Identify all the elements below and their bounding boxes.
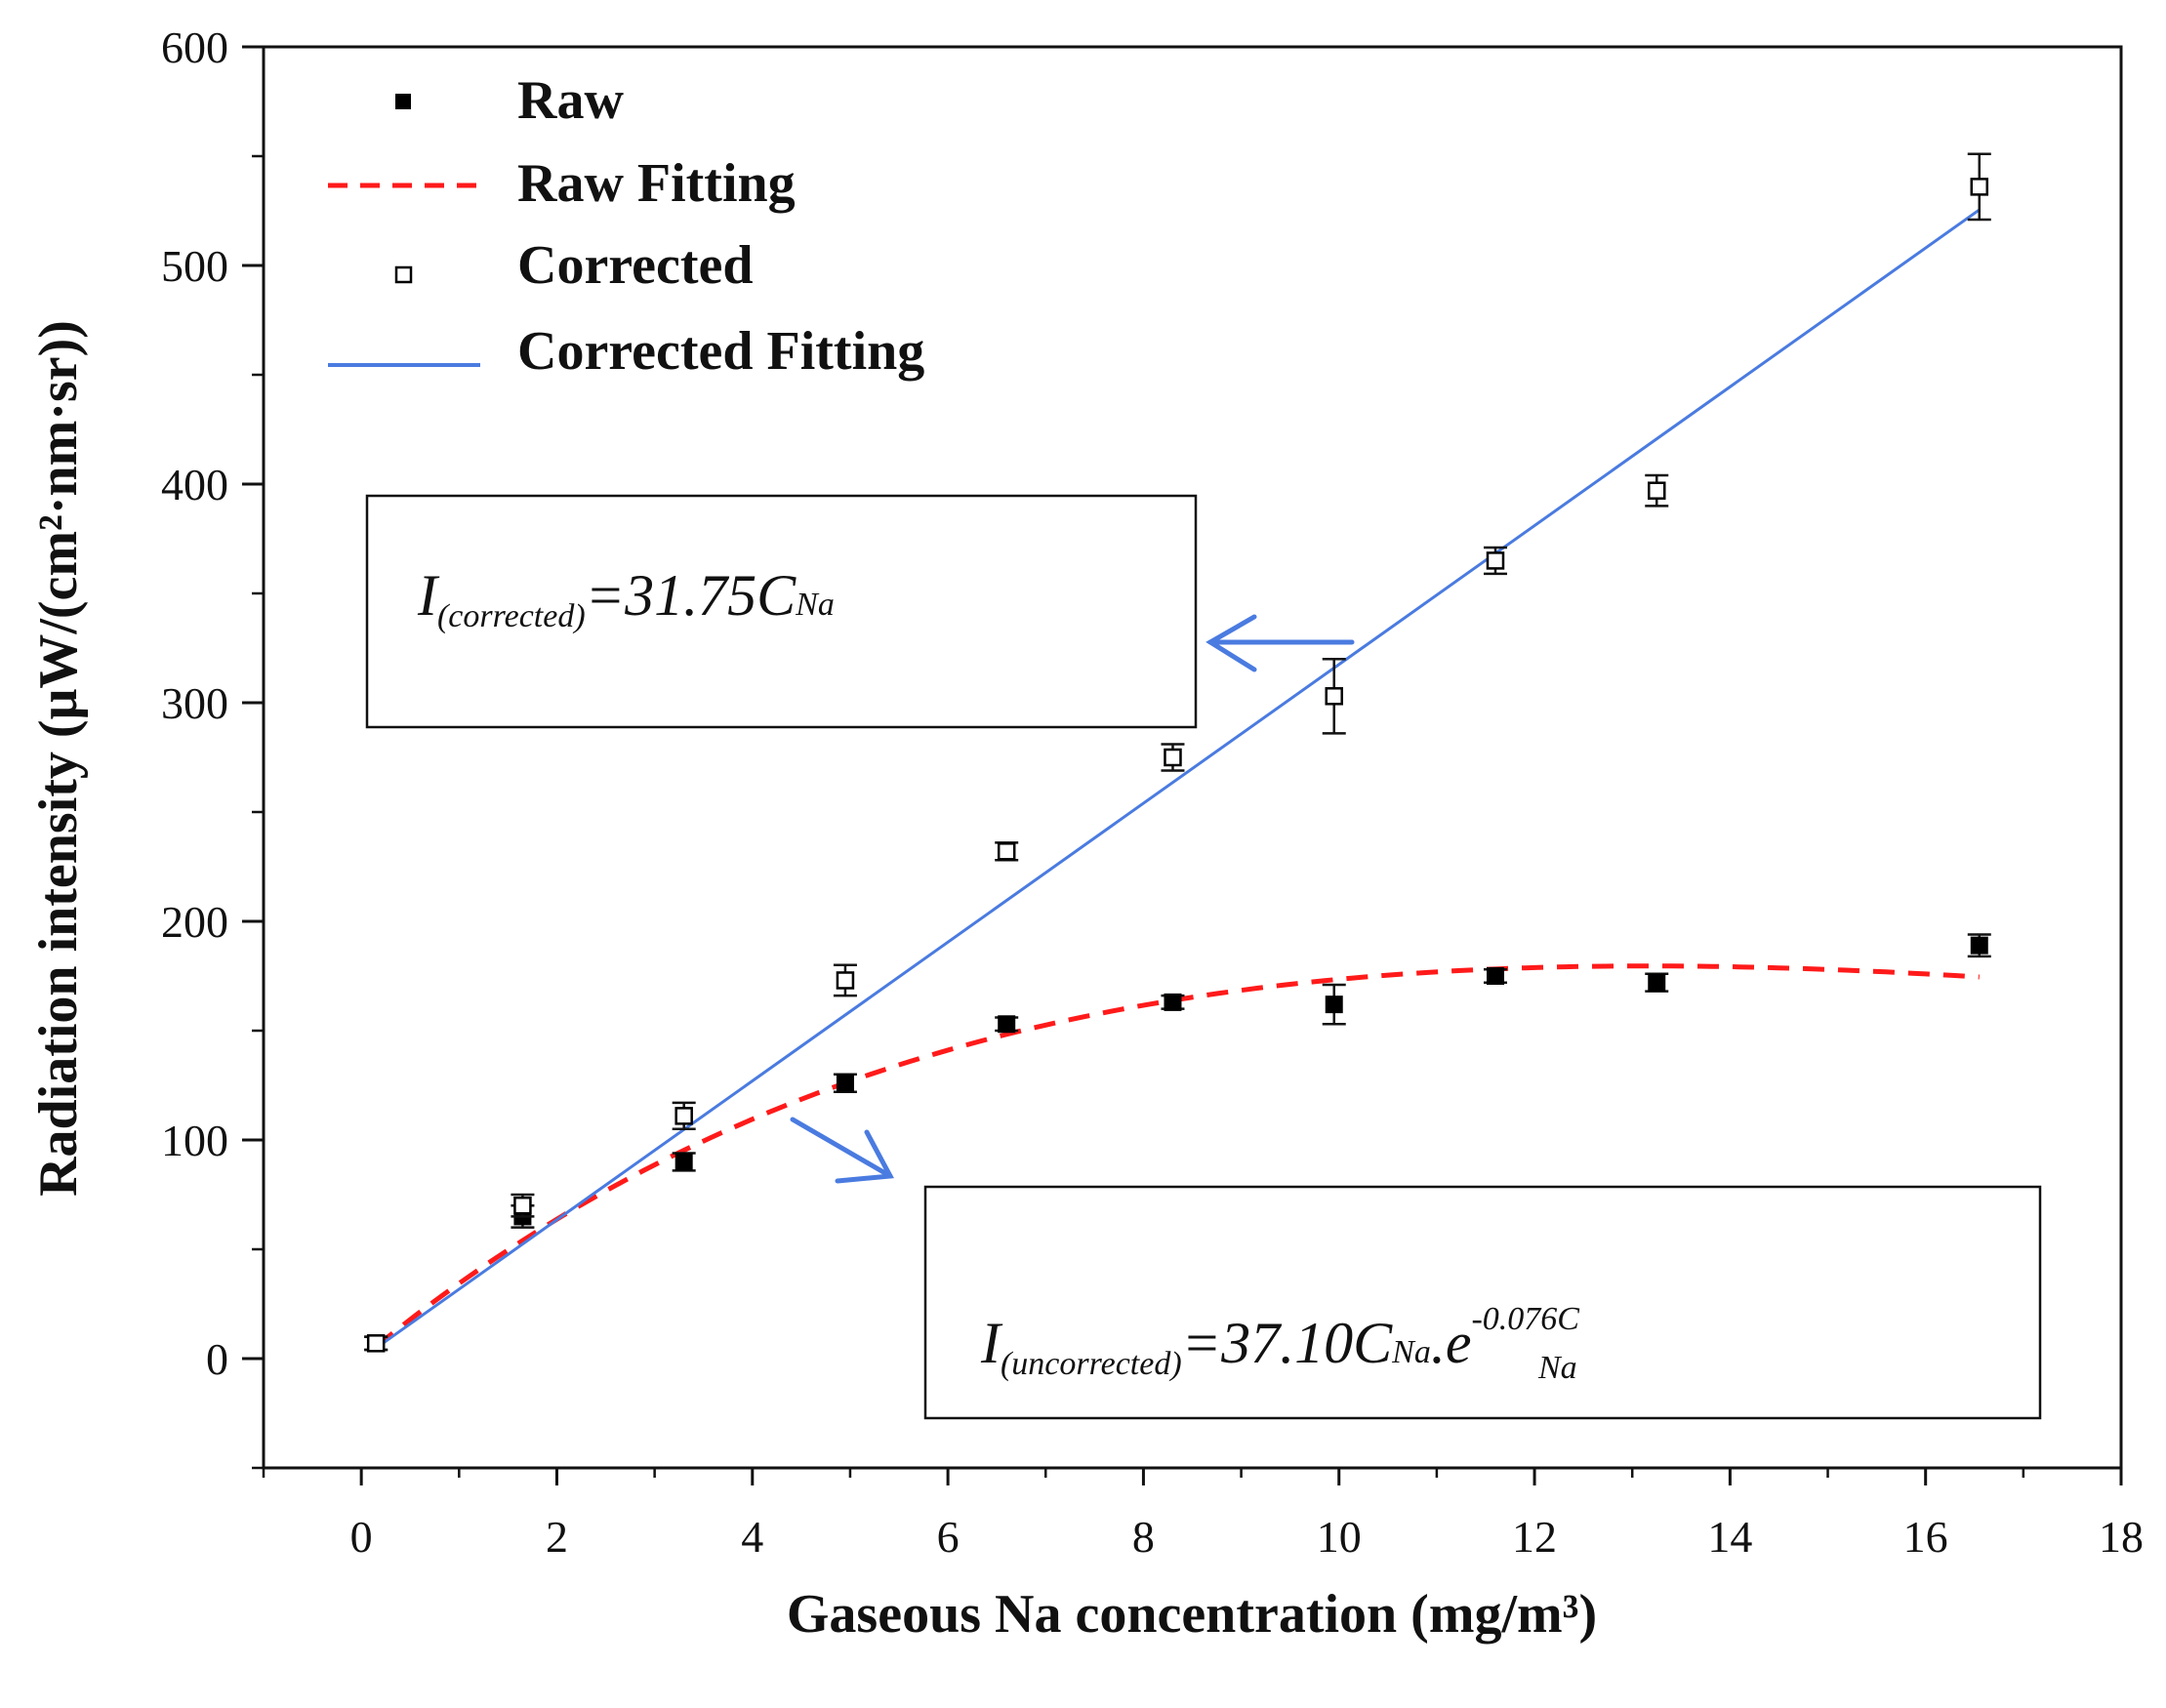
y-tick-label: 0 (206, 1334, 228, 1384)
corrected-point (836, 971, 855, 990)
legend: Raw Raw Fitting Corrected Corrected Fitt… (328, 70, 924, 382)
legend-label-raw: Raw (517, 70, 624, 131)
raw-point (836, 1074, 854, 1092)
x-axis-title: Gaseous Na concentration (mg/m³) (787, 1584, 1597, 1645)
uncorrected-arrow (790, 1117, 894, 1184)
x-tick-label: 4 (741, 1512, 763, 1562)
raw-point (1325, 996, 1343, 1014)
legend-marker-raw (395, 94, 411, 109)
corrected-point (1164, 748, 1182, 767)
raw-point (674, 1153, 693, 1171)
y-tick-label: 500 (161, 241, 228, 291)
corrected-equation-frame (365, 494, 1198, 729)
corrected-fitting-line (375, 208, 1981, 1350)
x-tick-label: 0 (350, 1512, 373, 1562)
x-tick-label: 16 (1903, 1512, 1948, 1562)
raw-point (1970, 936, 1988, 955)
legend-label-corrected: Corrected (517, 235, 754, 296)
y-tick-label: 600 (161, 22, 228, 72)
plot-frame (262, 45, 2123, 1470)
legend-label-raw-fitting: Raw Fitting (517, 153, 796, 214)
raw-point (1648, 973, 1666, 992)
corrected-point (674, 1107, 693, 1125)
corrected-point (1648, 481, 1666, 500)
legend-label-corrected-fitting: Corrected Fitting (517, 321, 924, 382)
legend-marker-corrected (394, 265, 413, 284)
y-tick-label: 100 (161, 1116, 228, 1165)
corrected-equation-box: I(corrected)=31.75CNa (365, 494, 1198, 729)
x-tick-label: 6 (937, 1512, 960, 1562)
corrected-point (1486, 551, 1505, 570)
corrected-point (1325, 687, 1343, 706)
raw-point (1164, 993, 1182, 1011)
corrected-point (366, 1334, 386, 1353)
x-tick-label: 14 (1707, 1512, 1752, 1562)
x-tick-label: 2 (546, 1512, 568, 1562)
x-tick-label: 12 (1512, 1512, 1557, 1562)
x-tick-label: 18 (2099, 1512, 2144, 1562)
corrected-point (513, 1196, 532, 1215)
uncorrected-equation: I(uncorrected)=37.10CNa.e-0.076C Na (980, 1301, 1579, 1386)
y-tick-label: 200 (161, 897, 228, 947)
y-axis: 0 100 200 300 400 500 600 (161, 22, 264, 1470)
raw-point (998, 1015, 1016, 1034)
uncorrected-equation-box: I(uncorrected)=37.10CNa.e-0.076C Na (923, 1185, 2042, 1420)
corrected-equation: I(corrected)=31.75CNa (417, 563, 835, 634)
uncorrected-equation-frame (923, 1185, 2042, 1420)
x-tick-label: 8 (1132, 1512, 1155, 1562)
x-tick-label: 10 (1317, 1512, 1362, 1562)
x-axis: 0 2 4 6 8 10 12 14 16 18 (262, 1468, 2144, 1562)
corrected-point (1970, 178, 1989, 196)
corrected-point (997, 842, 1016, 861)
y-axis-title: Radiation intensity (μW/(cm²·nm·sr)) (28, 320, 89, 1197)
corrected-arrow (1206, 614, 1355, 672)
plot-area (364, 152, 1991, 1353)
raw-point (1486, 967, 1504, 985)
y-tick-label: 400 (161, 460, 228, 509)
y-tick-label: 300 (161, 678, 228, 728)
